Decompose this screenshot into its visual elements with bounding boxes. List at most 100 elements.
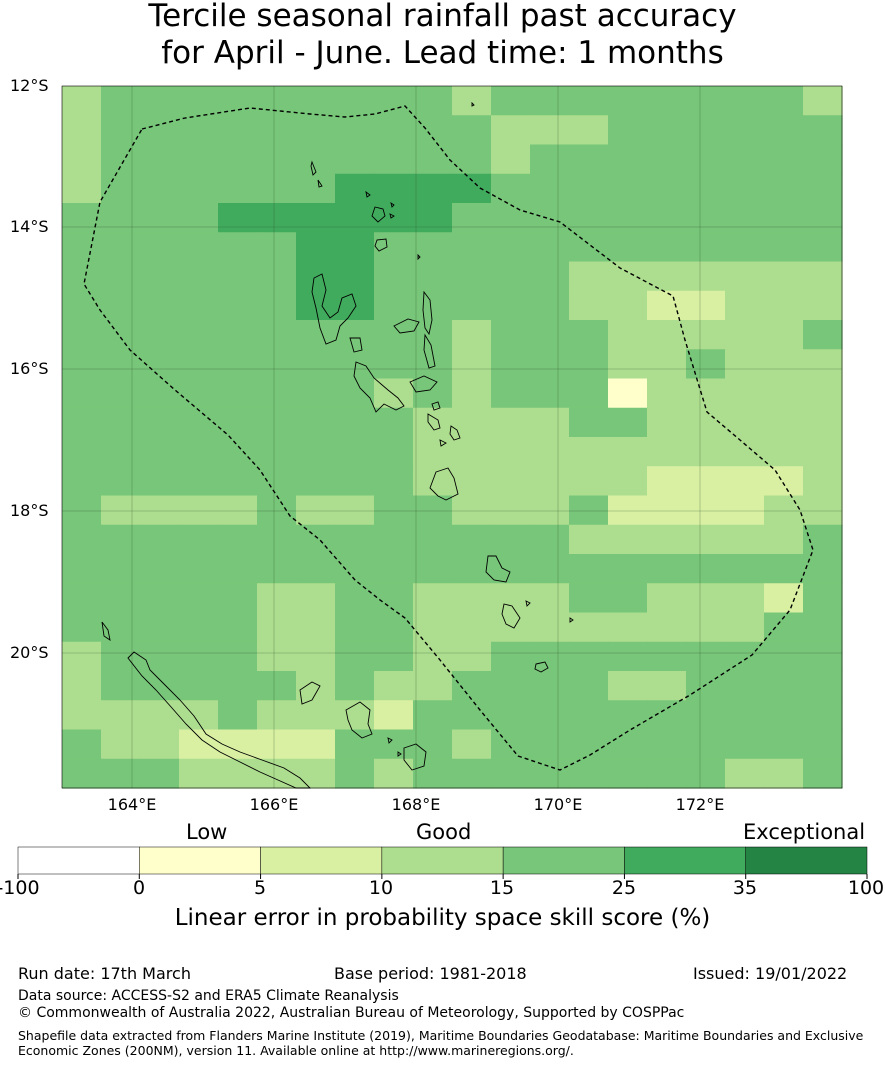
grid-cell — [647, 700, 687, 731]
grid-cell — [179, 349, 219, 380]
grid-cell — [140, 203, 180, 233]
grid-cell — [686, 173, 726, 204]
colorbar-tick: 10 — [368, 877, 394, 899]
grid-cell — [647, 144, 687, 175]
grid-cell — [335, 86, 375, 116]
grid-cell — [608, 758, 648, 789]
grid-cell — [530, 203, 570, 233]
grid-cell — [569, 232, 609, 263]
lat-label-18: 18°S — [10, 501, 49, 520]
grid-cell — [569, 612, 609, 643]
colorbar-label: Linear error in probability space skill … — [174, 905, 711, 931]
grid-cell — [140, 671, 180, 701]
grid-cell — [725, 495, 765, 526]
grid-cell — [101, 495, 141, 526]
grid-cell — [335, 407, 375, 438]
grid-cell — [140, 583, 180, 614]
grid-cell — [257, 524, 297, 555]
grid-cell — [218, 495, 258, 526]
grid-cell — [491, 290, 531, 321]
grid-cell — [764, 729, 804, 760]
grid-cell — [257, 495, 297, 526]
grid-cell — [296, 583, 336, 614]
grid-cell — [218, 407, 258, 438]
grid-cell — [569, 203, 609, 233]
grid-cell — [686, 320, 726, 350]
grid-cell — [803, 437, 843, 467]
issued-date: Issued: 19/01/2022 — [693, 964, 848, 983]
grid-cell — [803, 612, 843, 643]
grid-cell — [647, 554, 687, 584]
grid-cell — [296, 86, 336, 116]
grid-cell — [335, 524, 375, 555]
grid-cell — [803, 290, 843, 321]
grid-cell — [257, 554, 297, 584]
grid-cell — [179, 583, 219, 614]
colorbar-tick: 100 — [847, 877, 885, 899]
grid-cell — [296, 524, 336, 555]
grid-cell — [608, 554, 648, 584]
grid-cell — [491, 700, 531, 731]
grid-cell — [452, 290, 492, 321]
grid-cell — [452, 349, 492, 380]
grid-cell — [569, 378, 609, 409]
grid-cell — [296, 232, 336, 263]
grid-cell — [647, 86, 687, 116]
grid-cell — [803, 554, 843, 584]
grid-cell — [608, 115, 648, 146]
grid-cell — [296, 378, 336, 409]
island-espiritu-santo — [311, 273, 357, 345]
island-mare — [403, 743, 427, 771]
grid-cell — [62, 232, 102, 263]
grid-cell — [803, 115, 843, 146]
grid-cell — [530, 758, 570, 789]
grid-cell — [530, 437, 570, 467]
grid-cell — [608, 437, 648, 467]
grid-cell — [374, 407, 414, 438]
colorbar-swatch — [260, 846, 383, 875]
colorbar-swatch — [381, 846, 504, 875]
grid-cell — [140, 554, 180, 584]
grid-cell — [569, 115, 609, 146]
grid-cell — [686, 700, 726, 731]
grid-cell — [647, 115, 687, 146]
grid-cell — [62, 700, 102, 731]
grid-cell — [257, 349, 297, 380]
grid-cell — [569, 86, 609, 116]
grid-cell — [491, 144, 531, 175]
grid-cell — [530, 495, 570, 526]
grid-cell — [179, 232, 219, 263]
grid-cell — [803, 466, 843, 497]
grid-cell — [140, 144, 180, 175]
grid-cell — [335, 612, 375, 643]
grid-cell — [764, 115, 804, 146]
grid-cell — [530, 671, 570, 701]
grid-cell — [374, 115, 414, 146]
lon-label-164: 164°E — [107, 795, 157, 814]
grid-cell — [296, 729, 336, 760]
coastlines — [101, 101, 574, 789]
grid-cell — [725, 378, 765, 409]
grid-cell — [608, 700, 648, 731]
grid-cell — [179, 407, 219, 438]
grid-cell — [452, 641, 492, 672]
grid-cell — [725, 86, 765, 116]
grid-cell — [101, 144, 141, 175]
island-torres — [310, 160, 323, 188]
colorbar-swatch — [17, 846, 140, 875]
grid-cell — [725, 554, 765, 584]
grid-cell — [140, 173, 180, 204]
grid-cell — [413, 729, 453, 760]
grid-cell — [764, 203, 804, 233]
grid-cell — [725, 232, 765, 263]
grid-cell — [608, 173, 648, 204]
colorbar-tick: 0 — [132, 877, 146, 899]
grid-cell — [764, 290, 804, 321]
grid-cell — [296, 671, 336, 701]
grid-cell — [608, 349, 648, 380]
grid-cell — [296, 641, 336, 672]
grid-cell — [296, 495, 336, 526]
grid-cell — [530, 729, 570, 760]
island-erromango — [485, 555, 511, 583]
grid-cell — [101, 612, 141, 643]
